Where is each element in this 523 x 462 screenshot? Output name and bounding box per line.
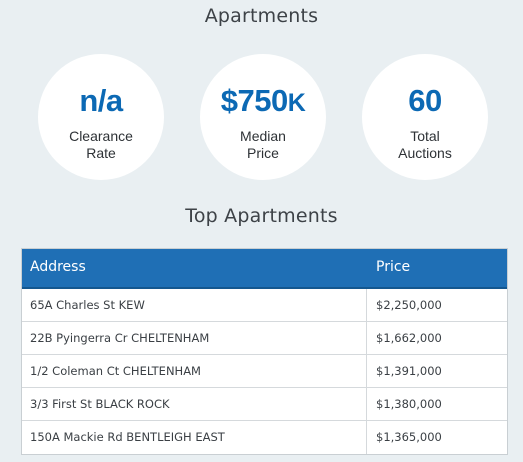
column-header-address: Address — [30, 259, 86, 275]
stat-value-number: n/a — [79, 83, 123, 118]
stat-value-number: 60 — [408, 83, 442, 118]
section-title-apartments: Apartments — [204, 5, 319, 27]
cell-price: $1,365,000 — [376, 430, 442, 444]
column-divider — [366, 421, 367, 454]
stat-value: n/a — [38, 83, 164, 119]
cell-address: 22B Pyingerra Cr CHELTENHAM — [30, 331, 210, 345]
stat-label: Clearance Rate — [38, 128, 164, 162]
column-divider — [366, 355, 367, 387]
stat-label-line1: Total — [410, 128, 440, 144]
stat-label-line2: Auctions — [398, 145, 452, 161]
stat-label-line1: Clearance — [69, 128, 133, 144]
table-row: 1/2 Coleman Ct CHELTENHAM $1,391,000 — [22, 355, 507, 388]
stat-value: $750K — [200, 83, 326, 119]
section-title-top-apartments: Top Apartments — [185, 205, 338, 227]
stat-label-line2: Price — [247, 145, 279, 161]
stat-value-suffix: K — [287, 89, 306, 117]
cell-price: $1,380,000 — [376, 397, 442, 411]
cell-address: 65A Charles St KEW — [30, 298, 145, 312]
stat-median-price: $750K Median Price — [200, 54, 326, 180]
stat-label-line2: Rate — [86, 145, 116, 161]
cell-price: $1,391,000 — [376, 364, 442, 378]
column-divider — [366, 289, 367, 321]
column-header-price: Price — [376, 259, 411, 275]
table-row: 3/3 First St BLACK ROCK $1,380,000 — [22, 388, 507, 421]
cell-price: $1,662,000 — [376, 331, 442, 345]
stat-value: 60 — [362, 83, 488, 119]
column-divider — [366, 322, 367, 354]
cell-price: $2,250,000 — [376, 298, 442, 312]
stat-value-number: $750 — [220, 83, 288, 118]
cell-address: 3/3 First St BLACK ROCK — [30, 397, 170, 411]
table-row: 65A Charles St KEW $2,250,000 — [22, 289, 507, 322]
table-row: 22B Pyingerra Cr CHELTENHAM $1,662,000 — [22, 322, 507, 355]
cell-address: 1/2 Coleman Ct CHELTENHAM — [30, 364, 201, 378]
table-header: Address Price — [22, 249, 507, 289]
table-row: 150A Mackie Rd BENTLEIGH EAST $1,365,000 — [22, 421, 507, 454]
stat-total-auctions: 60 Total Auctions — [362, 54, 488, 180]
top-apartments-table: Address Price 65A Charles St KEW $2,250,… — [21, 248, 508, 455]
stat-clearance-rate: n/a Clearance Rate — [38, 54, 164, 180]
cell-address: 150A Mackie Rd BENTLEIGH EAST — [30, 430, 225, 444]
column-divider — [366, 388, 367, 420]
stat-label: Total Auctions — [362, 128, 488, 162]
stat-label: Median Price — [200, 128, 326, 162]
stat-label-line1: Median — [240, 128, 286, 144]
